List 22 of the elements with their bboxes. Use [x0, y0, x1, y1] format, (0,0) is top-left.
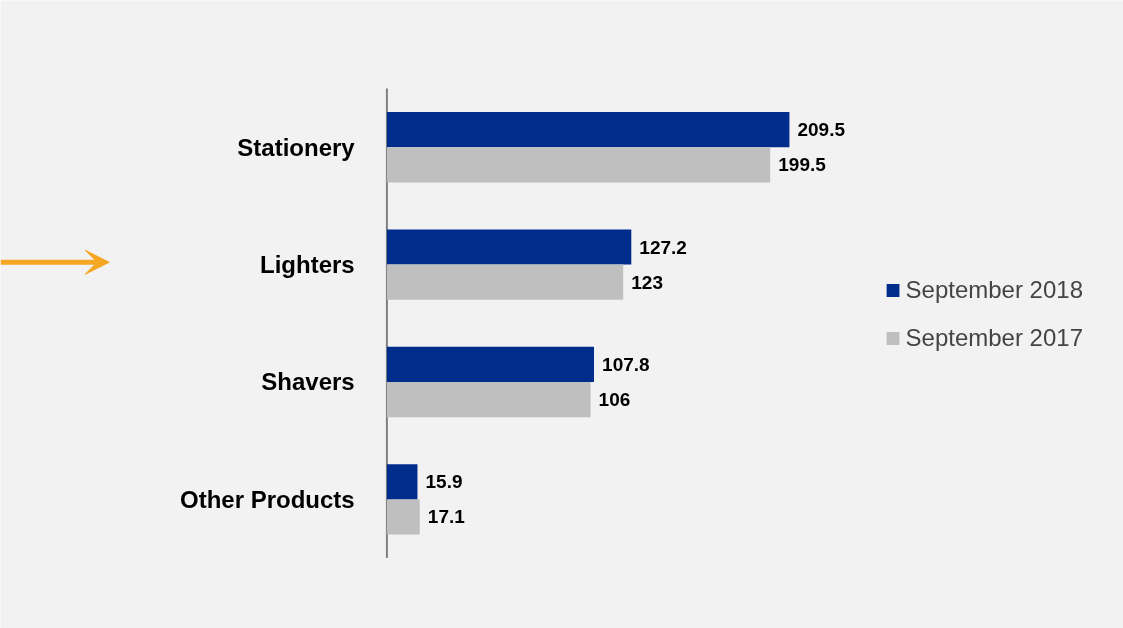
bar [386, 499, 420, 535]
bar [386, 346, 595, 382]
data-label: 123 [631, 271, 663, 293]
y-tick-label: Lighters [260, 251, 355, 279]
data-label: 127.2 [639, 236, 687, 258]
bar [386, 264, 624, 300]
y-tick-label: Other Products [180, 485, 355, 513]
bar [386, 229, 632, 265]
bar [386, 382, 591, 418]
data-label: 209.5 [797, 119, 846, 141]
data-label: 107.8 [602, 353, 650, 375]
data-label: 17.1 [427, 506, 466, 528]
y-tick-label: Stationery [237, 133, 356, 161]
y-tick-label: Shavers [261, 368, 355, 396]
bar [386, 464, 418, 500]
legend-label: September 2018 [905, 276, 1083, 304]
data-label: 15.9 [425, 471, 463, 493]
data-label: 199.5 [778, 154, 827, 176]
legend-label: September 2017 [905, 324, 1083, 352]
bar [386, 147, 771, 183]
bar [386, 112, 790, 148]
data-label: 106 [598, 389, 631, 411]
